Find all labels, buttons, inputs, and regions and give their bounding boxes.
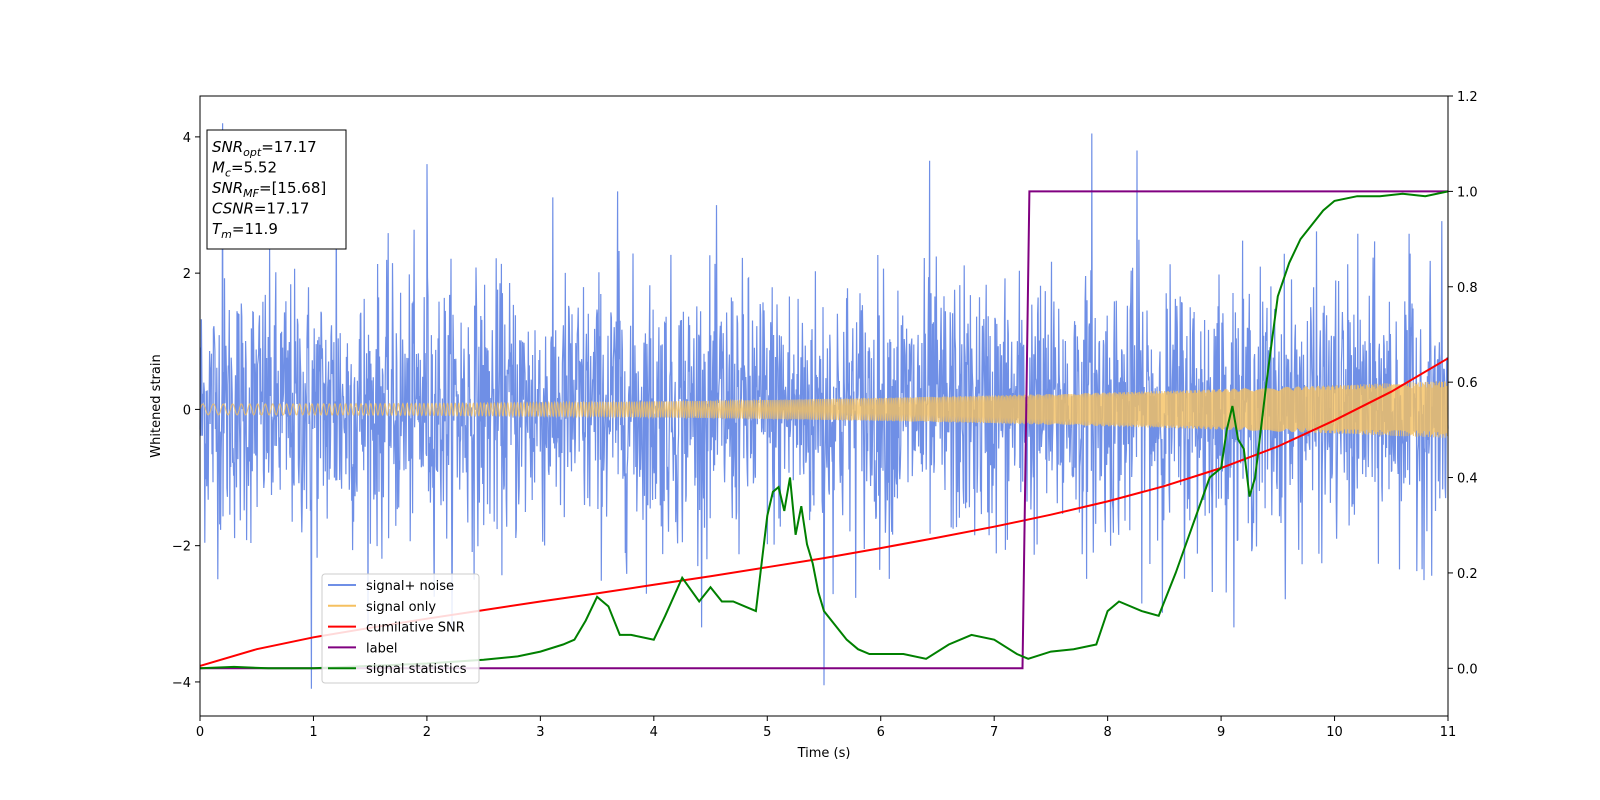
y-right-tick-label: 0.4: [1457, 472, 1478, 487]
x-tick-label: 11: [1440, 725, 1457, 740]
legend-entry: signal only: [366, 600, 436, 615]
y-left-tick-label: −2: [172, 540, 191, 555]
annotation-line: SNRopt=17.17: [212, 138, 317, 159]
x-axis-label: Time (s): [797, 746, 851, 761]
x-tick-label: 4: [650, 725, 658, 740]
series-label-line: [200, 190, 1448, 670]
y-left-tick-label: −4: [172, 676, 191, 691]
annotation-frame: [206, 129, 347, 250]
legend: signal+ noise signal only cumilative SNR la…: [321, 573, 480, 684]
x-tick-label: 2: [423, 725, 431, 740]
annotation-line: Mc=5.52: [212, 159, 277, 180]
stats-annotation-box: SNRopt=17.17Mc=5.52SNRMF=[15.68]CSNR=17.…: [206, 129, 347, 250]
legend-entry: signal+ noise: [366, 579, 454, 594]
x-tick-label: 3: [536, 725, 544, 740]
annotation-value: =5.52: [231, 159, 277, 177]
series-signal-only-line: [199, 380, 1449, 438]
annotation-symbol: SNR: [212, 138, 243, 156]
series-signal-noise-line: [199, 123, 1449, 689]
x-tick-label: 0: [196, 725, 204, 740]
y-left-tick-label: 0: [183, 403, 191, 418]
x-tick-label: 6: [877, 725, 885, 740]
legend-entry: signal statistics: [366, 662, 467, 677]
y-right-tick-label: 1.0: [1457, 185, 1478, 200]
y-left-tick-label: 4: [183, 131, 191, 146]
annotation-line: Tm=11.9: [212, 220, 278, 241]
annotation-subscript: c: [225, 167, 231, 180]
annotation-value: =17.17: [254, 200, 310, 218]
y-right-tick-label: 0.0: [1457, 662, 1478, 677]
y-right-tick-label: 0.2: [1457, 567, 1478, 582]
legend-entry: label: [366, 641, 397, 656]
annotation-value: =17.17: [261, 138, 317, 156]
annotation-subscript: MF: [243, 187, 259, 200]
y-left-tick-label: 2: [183, 267, 191, 282]
plot-frame: [199, 95, 1449, 717]
y-right-tick-label: 1.2: [1457, 90, 1478, 105]
y-axis-label: Whitened strain: [149, 354, 164, 457]
x-tick-label: 10: [1326, 725, 1343, 740]
x-tick-label: 7: [990, 725, 998, 740]
annotation-subscript: m: [221, 228, 232, 241]
y-right-tick-label: 0.6: [1457, 376, 1478, 391]
annotation-symbol: T: [212, 220, 223, 238]
x-tick-label: 5: [763, 725, 771, 740]
annotation-line: CSNR=17.17: [212, 200, 309, 218]
annotation-symbol: M: [212, 159, 225, 177]
axes: 0 1 2 3 4 5 6 7 8 9 10 11 −4 −2 0 2 4 0.0 0.2 0.4 0.6 0.8 1.0 1…: [172, 90, 1478, 740]
annotation-value: =11.9: [232, 220, 278, 238]
annotation-value: =[15.68]: [259, 179, 326, 197]
series-signal-statistics-line: [199, 190, 1449, 670]
x-tick-label: 9: [1217, 725, 1225, 740]
legend-entry: cumilative SNR: [366, 621, 465, 636]
annotation-symbol: CSNR: [212, 200, 254, 218]
legend-frame: [321, 573, 480, 684]
annotation-subscript: opt: [243, 146, 262, 159]
annotation-symbol: SNR: [212, 179, 243, 197]
x-tick-label: 8: [1103, 725, 1111, 740]
x-tick-label: 1: [309, 725, 317, 740]
y-right-tick-label: 0.8: [1457, 281, 1478, 296]
annotation-line: SNRMF=[15.68]: [212, 179, 326, 200]
